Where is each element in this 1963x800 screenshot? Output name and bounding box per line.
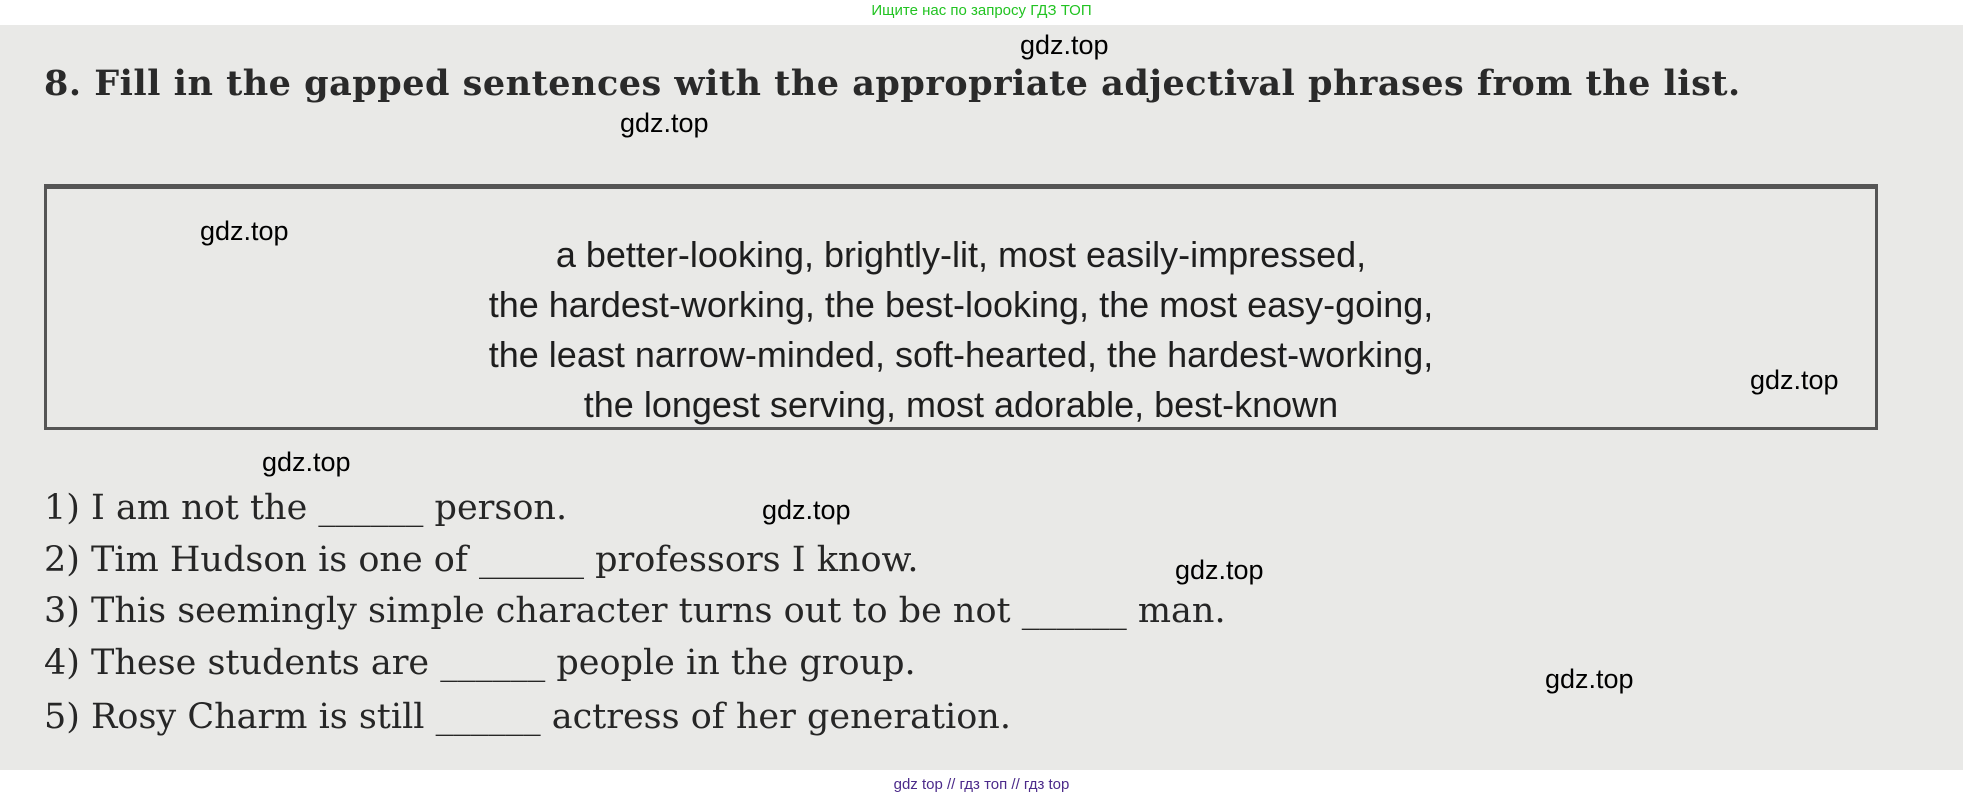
header-notice: Ищите нас по запросу ГДЗ ТОП [871, 2, 1092, 19]
watermark: gdz.top [1175, 555, 1264, 585]
sentence-5: 5) Rosy Charm is still ______ actress of… [44, 697, 1011, 737]
sentence-3: 3) This seemingly simple character turns… [44, 591, 1226, 631]
sentence-4: 4) These students are ______ people in t… [44, 643, 916, 683]
sentence-2: 2) Tim Hudson is one of ______ professor… [44, 540, 919, 580]
footer-notice-bar: gdz top // гдз топ // гдз top [0, 770, 1963, 800]
watermark: gdz.top [1545, 664, 1634, 694]
footer-notice: gdz top // гдз топ // гдз top [893, 776, 1070, 793]
watermark: gdz.top [200, 216, 289, 246]
watermark: gdz.top [762, 495, 851, 525]
sentence-1: 1) I am not the ______ person. [44, 488, 568, 528]
word-box-line: the hardest-working, the best-looking, t… [488, 284, 1434, 325]
exercise-title: 8. Fill in the gapped sentences with the… [44, 63, 1741, 104]
watermark: gdz.top [262, 447, 351, 477]
watermark: gdz.top [1020, 30, 1109, 60]
watermark: gdz.top [620, 108, 709, 138]
scanned-page [0, 25, 1963, 770]
word-box-line: the longest serving, most adorable, best… [583, 384, 1339, 425]
word-box: a better-looking, brightly-lit, most eas… [44, 184, 1878, 430]
header-notice-bar: Ищите нас по запросу ГДЗ ТОП [0, 0, 1963, 25]
word-box-line: a better-looking, brightly-lit, most eas… [555, 234, 1367, 275]
word-box-line: the least narrow-minded, soft-hearted, t… [488, 334, 1434, 375]
watermark: gdz.top [1750, 365, 1839, 395]
